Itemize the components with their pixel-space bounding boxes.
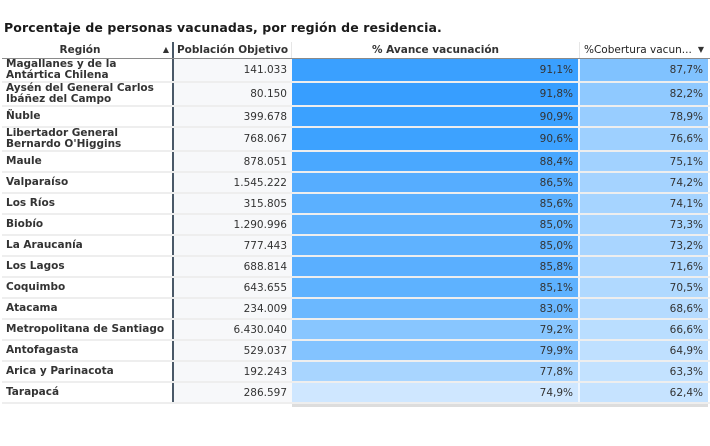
cell-region: Los Ríos: [2, 194, 174, 213]
table-row[interactable]: Coquimbo 643.655 85,1% 70,5%: [2, 278, 710, 299]
table-row[interactable]: Arica y Parinacota 192.243 77,8% 63,3%: [2, 362, 710, 383]
cell-cobertura: 73,2%: [580, 236, 708, 255]
cell-cobertura: 74,2%: [580, 173, 708, 192]
cell-avance: 85,0%: [292, 215, 580, 234]
cell-avance: 74,9%: [292, 383, 580, 402]
cell-cobertura: 76,6%: [580, 128, 708, 150]
cell-cobertura: 73,3%: [580, 215, 708, 234]
table-row[interactable]: Libertador General Bernardo O'Higgins 768…: [2, 128, 710, 152]
cell-cobertura: 74,1%: [580, 194, 708, 213]
table-row[interactable]: Ñuble 399.678 90,9% 78,9%: [2, 107, 710, 128]
cell-poblacion: 192.243: [174, 362, 292, 381]
cell-avance: 91,1%: [292, 59, 580, 81]
cell-cobertura: 75,1%: [580, 152, 708, 171]
table-row[interactable]: Tarapacá 286.597 74,9% 62,4%: [2, 383, 710, 404]
cell-region: Metropolitana de Santiago: [2, 320, 174, 339]
vaccination-table: Región ▲ Población Objetivo % Avance vac…: [2, 42, 710, 407]
cell-poblacion: 878.051: [174, 152, 292, 171]
cell-poblacion: 688.814: [174, 257, 292, 276]
table-row[interactable]: Atacama 234.009 83,0% 68,6%: [2, 299, 710, 320]
cell-region: Maule: [2, 152, 174, 171]
table-row[interactable]: Los Lagos 688.814 85,8% 71,6%: [2, 257, 710, 278]
cell-poblacion: 399.678: [174, 107, 292, 126]
column-header-label: Región: [59, 44, 101, 56]
table-row[interactable]: Metropolitana de Santiago 6.430.040 79,2% 6…: [2, 320, 710, 341]
cell-poblacion: 6.430.040: [174, 320, 292, 339]
cell-cobertura: 82,2%: [580, 83, 708, 105]
table-header: Región ▲ Población Objetivo % Avance vac…: [2, 42, 710, 59]
table-row[interactable]: La Araucanía 777.443 85,0% 73,2%: [2, 236, 710, 257]
column-header-cobertura[interactable]: %Cobertura vacun... ▼: [580, 42, 708, 58]
cell-cobertura: 78,9%: [580, 107, 708, 126]
cell-region: Valparaíso: [2, 173, 174, 192]
column-header-label: Población Objetivo: [176, 44, 289, 56]
cell-avance: 79,9%: [292, 341, 580, 360]
cell-cobertura: 62,4%: [580, 383, 708, 402]
cell-cobertura: 64,9%: [580, 341, 708, 360]
cell-poblacion: 777.443: [174, 236, 292, 255]
column-header-label: % Avance vacunación: [371, 44, 500, 56]
cell-avance: 88,4%: [292, 152, 580, 171]
cell-region: Antofagasta: [2, 341, 174, 360]
table-row[interactable]: Aysén del General Carlos Ibáñez del Camp…: [2, 83, 710, 107]
cell-avance: 79,2%: [292, 320, 580, 339]
cell-region: Magallanes y de la Antártica Chilena: [2, 59, 174, 81]
table-row[interactable]: Los Ríos 315.805 85,6% 74,1%: [2, 194, 710, 215]
table-row[interactable]: Biobío 1.290.996 85,0% 73,3%: [2, 215, 710, 236]
table-row[interactable]: Antofagasta 529.037 79,9% 64,9%: [2, 341, 710, 362]
cell-poblacion: 315.805: [174, 194, 292, 213]
cell-avance: 85,8%: [292, 257, 580, 276]
cell-avance: 85,6%: [292, 194, 580, 213]
cell-cobertura: 66,6%: [580, 320, 708, 339]
cell-avance: 86,5%: [292, 173, 580, 192]
cell-region: La Araucanía: [2, 236, 174, 255]
cell-region: Aysén del General Carlos Ibáñez del Camp…: [2, 83, 174, 105]
cell-region: Ñuble: [2, 107, 174, 126]
cell-poblacion: 141.033: [174, 59, 292, 81]
cell-avance: 83,0%: [292, 299, 580, 318]
cell-poblacion: 234.009: [174, 299, 292, 318]
cell-region: Tarapacá: [2, 383, 174, 402]
cell-poblacion: 80.150: [174, 83, 292, 105]
table-row[interactable]: Valparaíso 1.545.222 86,5% 74,2%: [2, 173, 710, 194]
column-header-region[interactable]: Región ▲: [2, 42, 174, 58]
cell-region: Atacama: [2, 299, 174, 318]
cell-cobertura: 71,6%: [580, 257, 708, 276]
table-row[interactable]: Maule 878.051 88,4% 75,1%: [2, 152, 710, 173]
cell-region: Coquimbo: [2, 278, 174, 297]
cell-avance: 90,6%: [292, 128, 580, 150]
cell-region: Los Lagos: [2, 257, 174, 276]
cell-poblacion: 1.290.996: [174, 215, 292, 234]
table-row[interactable]: Magallanes y de la Antártica Chilena 141.…: [2, 59, 710, 83]
column-header-poblacion[interactable]: Población Objetivo: [174, 42, 292, 58]
cell-poblacion: 286.597: [174, 383, 292, 402]
cell-region: Arica y Parinacota: [2, 362, 174, 381]
sort-ascending-icon[interactable]: ▲: [162, 45, 169, 54]
cell-avance: 85,0%: [292, 236, 580, 255]
column-header-label: %Cobertura vacun...: [584, 44, 692, 56]
cell-poblacion: 1.545.222: [174, 173, 292, 192]
cell-avance: 77,8%: [292, 362, 580, 381]
column-header-avance[interactable]: % Avance vacunación: [292, 42, 580, 58]
page-title: Porcentaje de personas vacunadas, por re…: [4, 20, 442, 35]
cell-avance: 90,9%: [292, 107, 580, 126]
cell-region: Biobío: [2, 215, 174, 234]
cell-avance: 91,8%: [292, 83, 580, 105]
cell-poblacion: 643.655: [174, 278, 292, 297]
cell-region: Libertador General Bernardo O'Higgins: [2, 128, 174, 150]
cell-cobertura: 68,6%: [580, 299, 708, 318]
cell-poblacion: 768.067: [174, 128, 292, 150]
table-footer-divider: [292, 404, 708, 407]
cell-poblacion: 529.037: [174, 341, 292, 360]
sort-descending-icon[interactable]: ▼: [697, 45, 704, 54]
cell-cobertura: 87,7%: [580, 59, 708, 81]
cell-cobertura: 70,5%: [580, 278, 708, 297]
table-body: Magallanes y de la Antártica Chilena 141.…: [2, 59, 710, 404]
cell-cobertura: 63,3%: [580, 362, 708, 381]
cell-avance: 85,1%: [292, 278, 580, 297]
